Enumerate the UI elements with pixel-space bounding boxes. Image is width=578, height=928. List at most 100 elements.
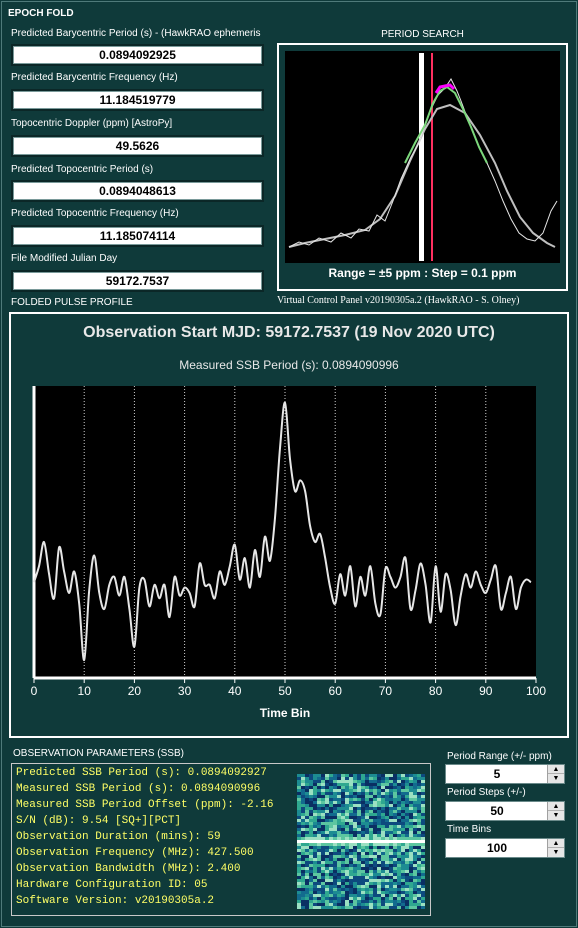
waterfall-cell: [421, 816, 425, 819]
time-bins-value[interactable]: 100: [486, 841, 508, 855]
waterfall-cell: [385, 840, 389, 843]
waterfall-cell: [357, 774, 361, 777]
waterfall-cell: [305, 864, 309, 867]
waterfall-cell: [365, 864, 369, 867]
waterfall-cell: [301, 801, 305, 804]
waterfall-cell: [349, 798, 353, 801]
spin-up-arrow-icon[interactable]: ▲: [548, 839, 564, 848]
waterfall-cell: [321, 846, 325, 849]
spin-down-arrow-icon[interactable]: ▼: [552, 775, 560, 782]
period-steps-spinner[interactable]: 50 ▲ ▼: [445, 801, 565, 821]
waterfall-cell: [309, 774, 313, 777]
waterfall-cell: [357, 897, 361, 900]
waterfall-cell: [365, 879, 369, 882]
waterfall-cell: [365, 798, 369, 801]
waterfall-cell: [345, 888, 349, 891]
waterfall-cell: [361, 888, 365, 891]
waterfall-cell: [361, 786, 365, 789]
waterfall-cell: [385, 882, 389, 885]
waterfall-cell: [405, 840, 409, 843]
waterfall-cell: [357, 906, 361, 909]
waterfall-cell: [381, 786, 385, 789]
waterfall-cell: [361, 783, 365, 786]
waterfall-cell: [365, 897, 369, 900]
waterfall-cell: [317, 807, 321, 810]
spin-down-arrow-icon[interactable]: ▼: [552, 849, 560, 856]
spin-up-arrow-icon[interactable]: ▲: [548, 802, 564, 811]
waterfall-cell: [301, 819, 305, 822]
waterfall-cell: [385, 813, 389, 816]
waterfall-cell: [297, 849, 301, 852]
time-bins-spinner[interactable]: 100 ▲ ▼: [445, 838, 565, 858]
waterfall-cell: [337, 870, 341, 873]
waterfall-cell: [305, 795, 309, 798]
period-search-title: PERIOD SEARCH: [381, 29, 464, 40]
field-bary-period[interactable]: 0.0894092925: [11, 44, 264, 66]
waterfall-cell: [341, 807, 345, 810]
waterfall-cell: [329, 888, 333, 891]
waterfall-cell: [305, 852, 309, 855]
waterfall-cell: [393, 906, 397, 909]
waterfall-cell: [297, 846, 301, 849]
waterfall-cell: [297, 804, 301, 807]
field-topo-period[interactable]: 0.0894048613: [11, 180, 264, 202]
waterfall-cell: [317, 840, 321, 843]
waterfall-cell: [389, 792, 393, 795]
waterfall-cell: [341, 780, 345, 783]
waterfall-cell: [409, 822, 413, 825]
waterfall-cell: [353, 816, 357, 819]
period-steps-value[interactable]: 50: [490, 804, 504, 818]
waterfall-cell: [421, 780, 425, 783]
waterfall-cell: [381, 783, 385, 786]
waterfall-cell: [345, 858, 349, 861]
waterfall-cell: [397, 819, 401, 822]
waterfall-cell: [325, 837, 329, 840]
spin-up-arrow-icon[interactable]: ▲: [548, 765, 564, 774]
waterfall-cell: [329, 834, 333, 837]
period-range-value[interactable]: 5: [493, 767, 501, 781]
field-bary-frequency[interactable]: 11.184519779: [11, 89, 264, 111]
waterfall-cell: [325, 864, 329, 867]
waterfall-cell: [321, 882, 325, 885]
waterfall-cell: [417, 882, 421, 885]
waterfall-cell: [381, 867, 385, 870]
field-mjd[interactable]: 59172.7537: [11, 270, 264, 292]
waterfall-cell: [389, 870, 393, 873]
waterfall-cell: [341, 897, 345, 900]
waterfall-cell: [385, 792, 389, 795]
field-topo-frequency[interactable]: 11.185074114: [11, 225, 264, 247]
waterfall-cell: [353, 837, 357, 840]
param-line: Predicted SSB Period (s): 0.0894092927: [16, 767, 267, 779]
waterfall-cell: [365, 906, 369, 909]
waterfall-cell: [381, 849, 385, 852]
waterfall-cell: [417, 855, 421, 858]
period-range-spinner[interactable]: 5 ▲ ▼: [445, 764, 565, 784]
waterfall-cell: [329, 822, 333, 825]
waterfall-cell: [297, 873, 301, 876]
waterfall-cell: [317, 777, 321, 780]
waterfall-cell: [381, 840, 385, 843]
waterfall-cell: [301, 795, 305, 798]
waterfall-cell: [337, 807, 341, 810]
waterfall-cell: [333, 798, 337, 801]
waterfall-cell: [401, 906, 405, 909]
waterfall-cell: [397, 885, 401, 888]
spin-down-arrow-icon[interactable]: ▼: [552, 812, 560, 819]
period-search-svg: [288, 53, 558, 261]
waterfall-cell: [413, 774, 417, 777]
waterfall-cell: [405, 870, 409, 873]
waterfall-cell: [417, 837, 421, 840]
waterfall-cell: [385, 822, 389, 825]
waterfall-cell: [341, 903, 345, 906]
waterfall-cell: [305, 870, 309, 873]
field-topo-doppler[interactable]: 49.5626: [11, 135, 264, 157]
waterfall-cell: [305, 780, 309, 783]
param-line: S/N (dB): 9.54 [SQ+][PCT]: [16, 815, 182, 827]
waterfall-cell: [361, 828, 365, 831]
waterfall-cell: [329, 795, 333, 798]
waterfall-cell: [417, 873, 421, 876]
waterfall-cell: [357, 840, 361, 843]
waterfall-cell: [361, 876, 365, 879]
waterfall-cell: [301, 879, 305, 882]
waterfall-cell: [409, 876, 413, 879]
